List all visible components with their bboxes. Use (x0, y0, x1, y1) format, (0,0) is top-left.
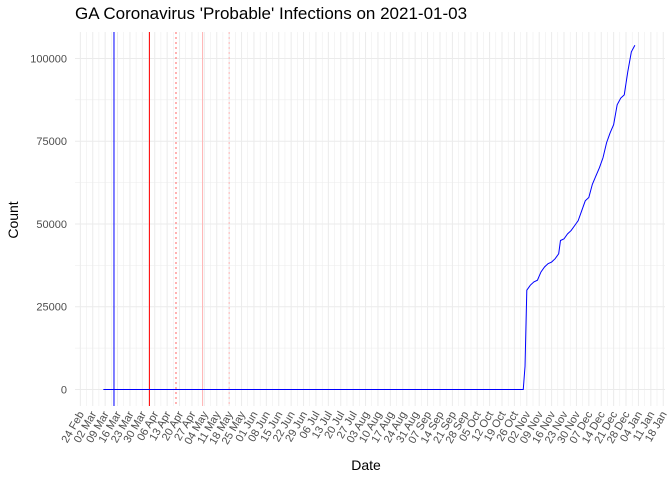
grid (75, 32, 665, 406)
y-tick-label: 25000 (36, 302, 67, 314)
y-tick-label: 50000 (36, 219, 67, 231)
y-tick-labels: 0 25000 50000 75000 100000 (30, 53, 67, 396)
y-axis-title: Count (5, 201, 21, 238)
series-lines (103, 45, 636, 390)
x-axis-title: Date (351, 457, 381, 473)
series-line (103, 45, 636, 390)
y-tick-label: 0 (61, 384, 67, 396)
reference-lines (113, 32, 230, 406)
y-tick-label: 75000 (36, 136, 67, 148)
y-tick-label: 100000 (30, 53, 67, 65)
chart-title: GA Coronavirus 'Probable' Infections on … (75, 4, 468, 23)
